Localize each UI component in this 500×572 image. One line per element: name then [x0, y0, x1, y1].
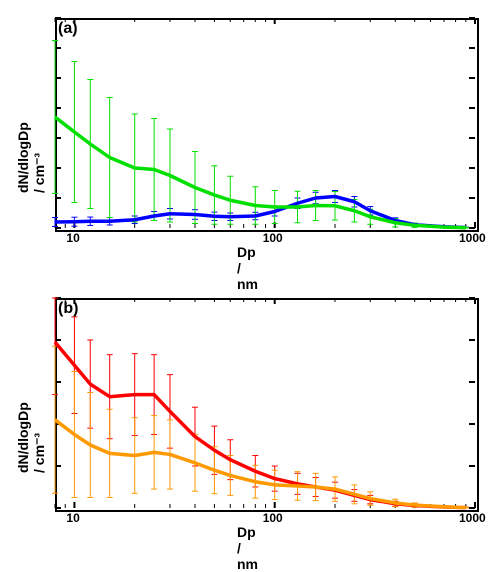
errorbars-b-0: [52, 298, 469, 508]
plot-svg-b: [0, 0, 500, 544]
series-line-b-1: [55, 420, 466, 508]
figure: (a)dN/dlogDp / cm⁻³Dp / nm02004006008001…: [0, 0, 500, 544]
xtick-label: 1000: [459, 511, 486, 525]
xtick-label: 10: [66, 511, 79, 525]
xtick-label: 100: [263, 511, 283, 525]
